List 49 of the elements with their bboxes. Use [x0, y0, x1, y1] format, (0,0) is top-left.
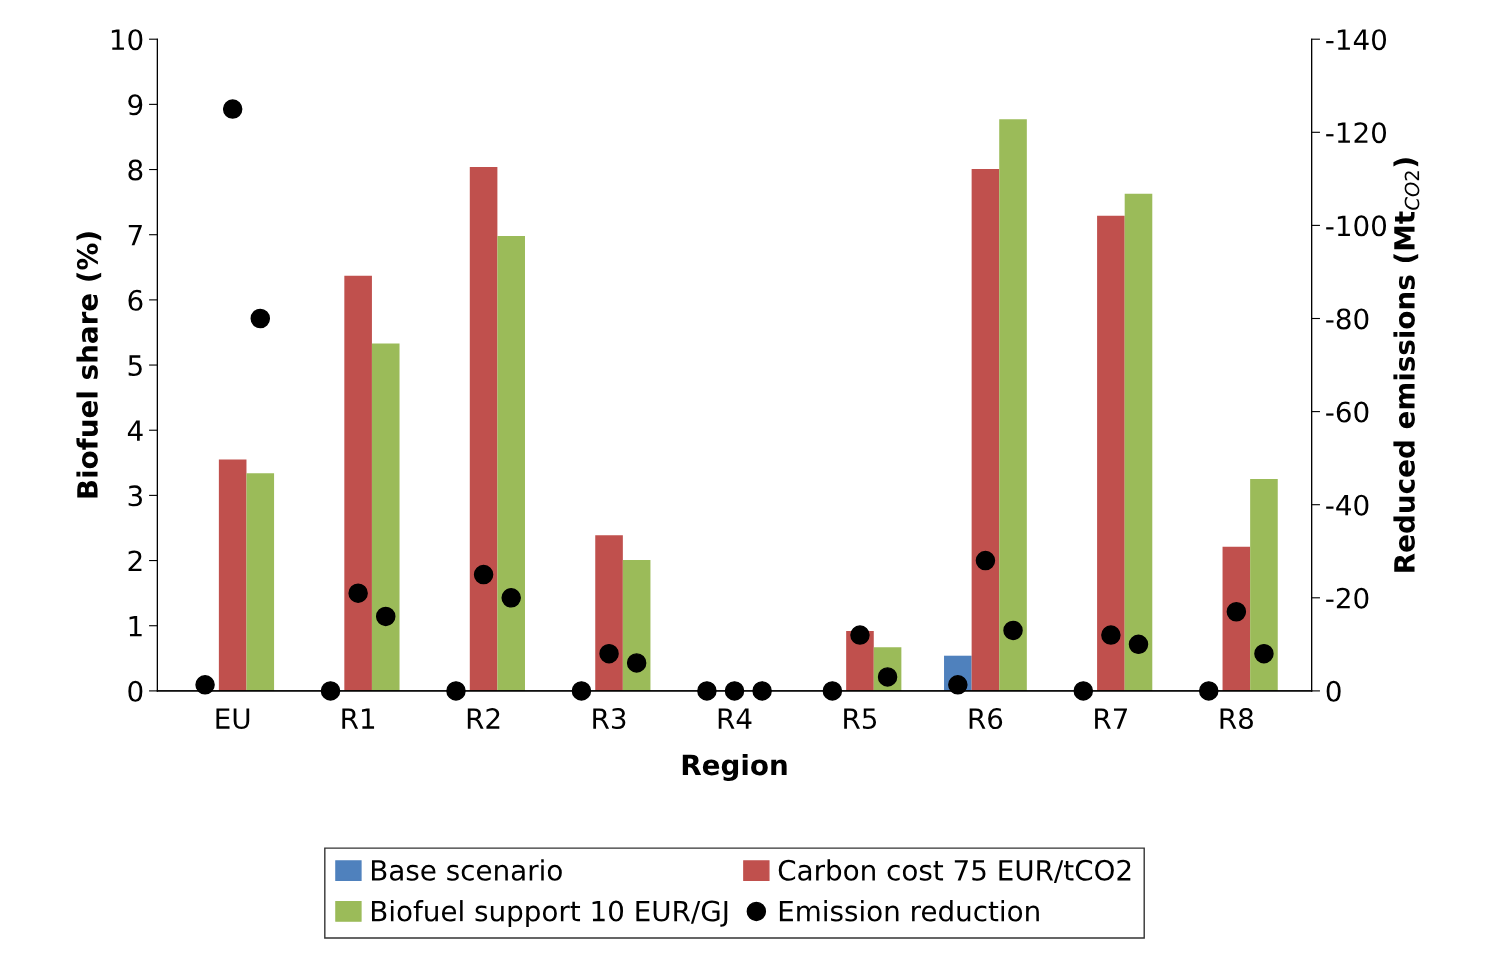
- y2-tick-label: -140: [1326, 29, 1387, 51]
- bar: [999, 119, 1027, 691]
- x-tick-label: R6: [969, 708, 1003, 730]
- bar: [497, 236, 525, 691]
- x-tick-label: R8: [1220, 708, 1253, 730]
- y2-tick-label: 0: [1326, 680, 1341, 702]
- legend-label: Base scenario: [371, 859, 562, 881]
- y-tick-label: 1: [129, 616, 142, 637]
- y-tick-label: 8: [128, 159, 143, 181]
- legend-label: Emission reduction: [779, 900, 1039, 922]
- bar: [622, 559, 651, 691]
- bar: [971, 168, 1000, 691]
- y-tick-label: 6: [128, 289, 143, 311]
- y-axis-title: Biofuel share (%): [76, 232, 102, 498]
- x-axis-title: Region: [682, 753, 787, 781]
- y2-tick-label: -20: [1326, 587, 1369, 609]
- y-tick-label: 9: [128, 94, 143, 116]
- y-tick-label: 0: [128, 680, 143, 702]
- y2-tick-label: -80: [1326, 308, 1369, 330]
- x-tick-label: R3: [593, 708, 626, 730]
- bar: [469, 166, 498, 691]
- y2-tick-label: -120: [1326, 122, 1387, 144]
- y2-tick-label: -40: [1326, 494, 1369, 516]
- x-tick-label: R5: [844, 708, 877, 730]
- y2-tick-label: -60: [1326, 401, 1369, 423]
- y-tick-label: 4: [127, 420, 143, 441]
- y-tick-label: 7: [128, 225, 142, 246]
- bar: [344, 275, 372, 691]
- y2-tick-label: -100: [1326, 215, 1387, 237]
- y-tick-label: 3: [128, 485, 142, 507]
- bar: [1250, 479, 1278, 691]
- bar: [595, 535, 623, 691]
- bar: [218, 459, 247, 691]
- y-tick-label: 5: [128, 355, 142, 376]
- y-tick-label: 10: [111, 29, 143, 51]
- bar: [1097, 215, 1125, 691]
- x-tick-label: R7: [1095, 708, 1127, 729]
- x-tick-label: R4: [718, 708, 752, 729]
- bar: [246, 473, 275, 691]
- x-tick-label: R1: [342, 708, 375, 729]
- legend-label: Carbon cost 75 EUR/tCO2: [778, 859, 1131, 883]
- bar: [371, 343, 400, 691]
- x-tick-label: EU: [216, 708, 250, 730]
- bar: [1222, 546, 1251, 691]
- bar: [1124, 193, 1153, 691]
- x-tick-label: R2: [467, 708, 500, 729]
- y-tick-label: 2: [128, 550, 142, 572]
- legend-label: Biofuel support 10 EUR/GJ: [371, 900, 728, 927]
- y2-axis-title: Reduced emissions (Mt$_{CO2}$): [1393, 158, 1420, 572]
